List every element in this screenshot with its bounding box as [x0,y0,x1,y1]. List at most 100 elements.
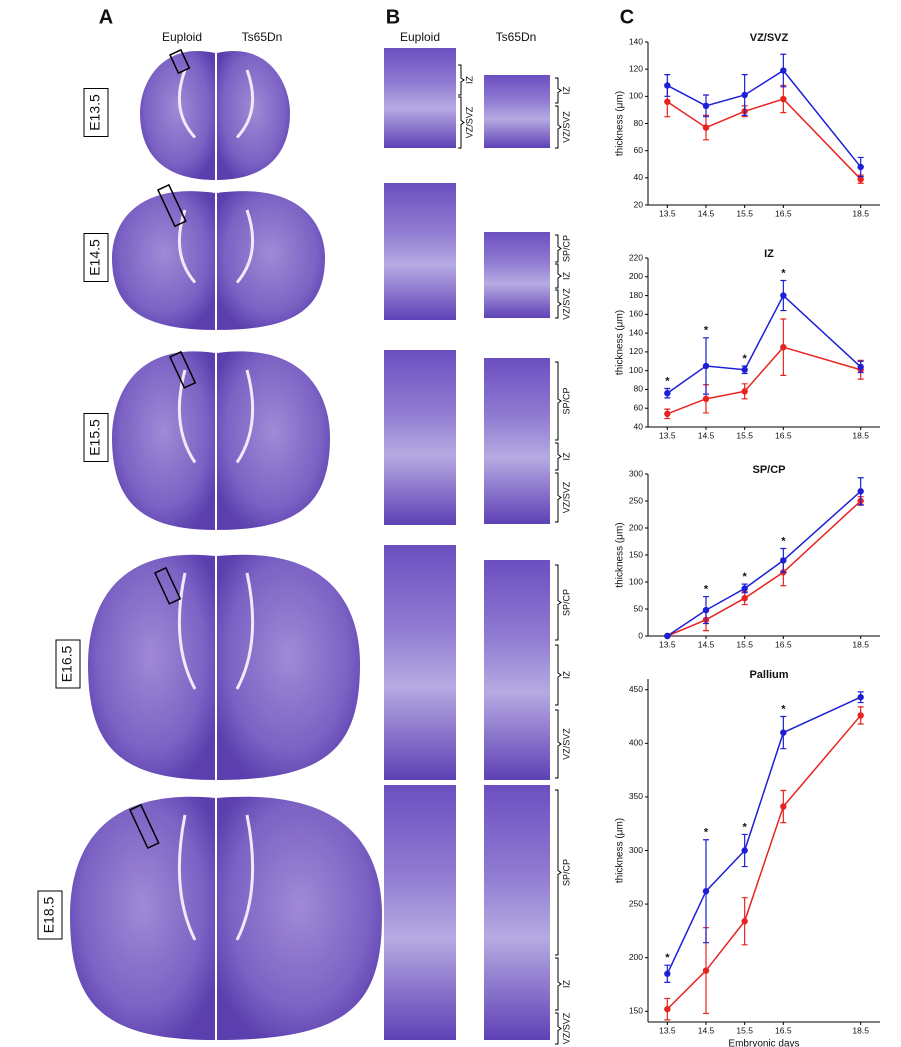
series-line [667,697,860,974]
chart-title: IZ [764,248,774,260]
tissue-strip [384,545,456,780]
layer-bracket [555,78,561,103]
data-point [664,1006,670,1012]
layer-label: VZ/SVZ [561,288,571,320]
data-point [741,388,747,394]
data-point [780,803,786,809]
data-point [741,92,747,98]
y-tick-label: 150 [629,1006,643,1016]
y-tick-label: 40 [634,172,644,182]
data-point [664,633,670,639]
y-axis-label: thickness (μm) [615,310,626,375]
x-tick-label: 14.5 [698,1025,715,1035]
layer-bracket [555,264,561,288]
layer-bracket [555,290,561,318]
y-tick-label: 250 [629,495,643,505]
data-point [741,367,747,373]
y-tick-label: 100 [629,365,643,375]
y-tick-label: 120 [629,63,643,73]
layer-bracket [555,1013,561,1044]
brain-section [112,191,215,330]
y-tick-label: 400 [629,738,643,748]
x-tick-label: 15.5 [736,639,753,649]
y-tick-label: 60 [634,402,644,412]
page: { "panel_a": {"letter": "A", "columns": … [0,0,901,1047]
brain-section [88,555,215,780]
series-line [667,715,860,1009]
y-tick-label: 50 [634,603,644,613]
data-point [664,411,670,417]
stage-label: E16.5 [59,645,75,682]
significance-marker: * [781,267,786,279]
x-tick-label: 13.5 [659,639,676,649]
column-label: Euploid [400,30,440,44]
x-tick-label: 16.5 [775,208,792,218]
layer-label: SP/CP [561,235,571,262]
brain-section [70,797,215,1040]
panel-letter: B [386,6,400,28]
tissue-strip [384,350,456,525]
figure: A Euploid Ts65Dn B Euploid Ts65Dn C E13.… [0,0,901,1047]
x-tick-label: 14.5 [698,430,715,440]
significance-marker: * [743,571,748,583]
x-tick-label: 18.5 [852,639,869,649]
data-point [857,694,863,700]
brain-section [217,191,325,330]
y-tick-label: 200 [629,271,643,281]
tissue-strip [384,785,456,1040]
x-tick-label: 13.5 [659,208,676,218]
significance-marker: * [781,535,786,547]
data-point [741,918,747,924]
data-point [741,585,747,591]
y-tick-label: 80 [634,384,644,394]
x-tick-label: 15.5 [736,430,753,440]
data-point [857,164,863,170]
layer-bracket [555,362,561,440]
stage-label: E13.5 [87,94,103,131]
y-tick-label: 350 [629,791,643,801]
stage-label: E15.5 [87,419,103,456]
y-axis-label: thickness (μm) [615,522,626,587]
chart-title: VZ/SVZ [750,32,789,44]
y-tick-label: 100 [629,91,643,101]
significance-marker: * [665,952,670,964]
x-tick-label: 13.5 [659,430,676,440]
y-tick-label: 220 [629,252,643,262]
layer-label: VZ/SVZ [561,1012,571,1044]
data-point [857,712,863,718]
y-tick-label: 100 [629,576,643,586]
y-tick-label: 300 [629,468,643,478]
layer-label: IZ [561,271,571,280]
data-point [780,557,786,563]
layer-label: IZ [561,86,571,95]
y-tick-label: 200 [629,522,643,532]
tissue-strip [484,232,550,318]
layer-label: SP/CP [561,859,571,886]
layer-label: IZ [561,452,571,461]
column-label: Ts65Dn [496,30,537,44]
data-point [664,82,670,88]
x-tick-label: 18.5 [852,208,869,218]
y-tick-label: 180 [629,290,643,300]
tissue-strip [384,183,456,320]
data-point [780,67,786,73]
layer-label: VZ/SVZ [561,728,571,760]
layer-bracket [555,645,561,705]
y-tick-label: 300 [629,845,643,855]
layer-label: VZ/SVZ [561,481,571,513]
x-tick-label: 14.5 [698,639,715,649]
x-axis-label: Embryonic days [728,1039,799,1047]
y-tick-label: 450 [629,684,643,694]
x-tick-label: 18.5 [852,430,869,440]
x-tick-label: 14.5 [698,208,715,218]
data-point [780,729,786,735]
layer-bracket [555,106,561,148]
data-point [703,967,709,973]
brain-section [217,797,382,1040]
y-tick-label: 80 [634,118,644,128]
y-tick-label: 40 [634,421,644,431]
layer-bracket [555,235,561,262]
x-tick-label: 15.5 [736,208,753,218]
tissue-strip [484,560,550,780]
y-axis-label: thickness (μm) [615,91,626,156]
